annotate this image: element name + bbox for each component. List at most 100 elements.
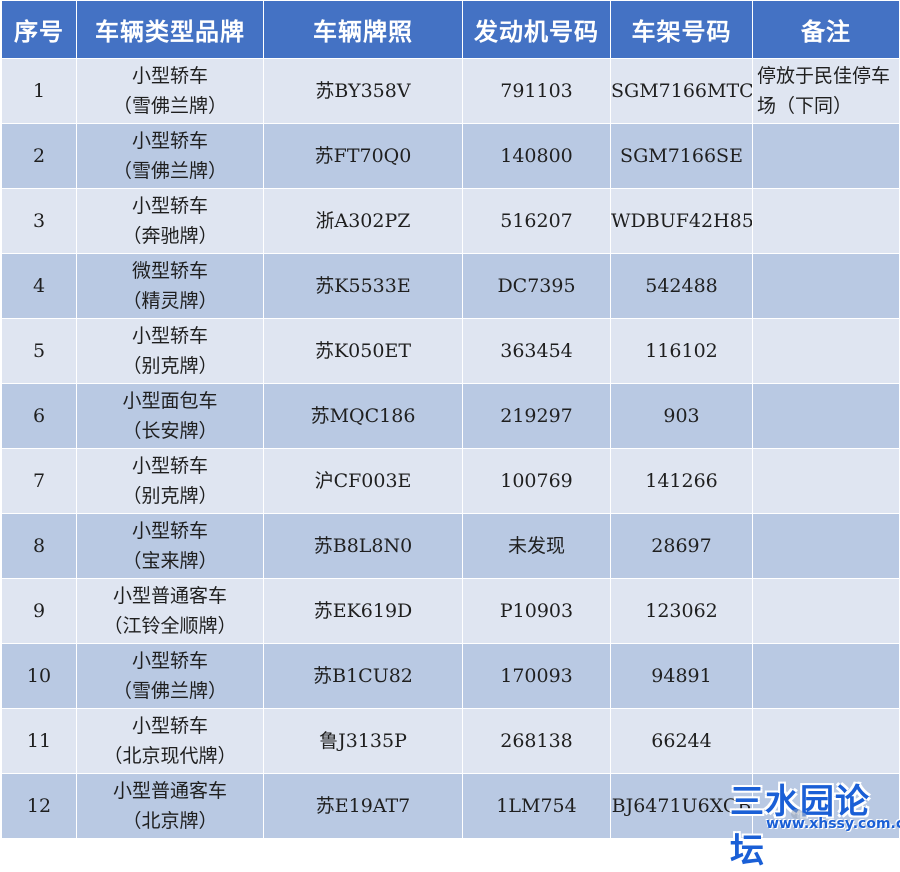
cell-note [752,708,900,774]
vehicle-type-text: 小型轿车 [131,195,208,217]
cell-frame: 28697 [610,513,753,579]
table-row: 10 小型轿车 （雪佛兰牌） 苏B1CU82 170093 94891 [1,643,900,709]
cell-plate: 鲁J3135P [263,708,463,774]
cell-plate: 苏B8L8N0 [263,513,463,579]
cell-engine: 100769 [462,448,611,514]
vehicle-brand-text: （北京现代牌） [103,745,237,767]
cell-serial: 9 [1,578,77,644]
header-vehicle-type: 车辆类型品牌 [76,0,264,59]
cell-serial: 6 [1,383,77,449]
cell-note [752,253,900,319]
cell-note [752,773,900,839]
cell-engine: 268138 [462,708,611,774]
cell-plate: 苏FT70Q0 [263,123,463,189]
table-body: 1 小型轿车 （雪佛兰牌） 苏BY358V 791103 SGM7166MTC 停放于民佳停… [1,58,900,839]
vehicle-type-text: 小型轿车 [131,650,208,672]
cell-serial: 5 [1,318,77,384]
header-plate: 车辆牌照 [263,0,463,59]
vehicle-type-text: 小型普通客车 [112,585,227,607]
vehicle-brand-text: （雪佛兰牌） [112,680,227,702]
cell-vehicle-type: 小型轿车 （雪佛兰牌） [76,58,264,124]
cell-frame: 141266 [610,448,753,514]
vehicle-type-text: 小型轿车 [131,715,208,737]
cell-plate: 浙A302PZ [263,188,463,254]
table-row: 1 小型轿车 （雪佛兰牌） 苏BY358V 791103 SGM7166MTC 停放于民佳停… [1,58,900,124]
cell-serial: 2 [1,123,77,189]
cell-note [752,578,900,644]
cell-vehicle-type: 小型轿车 （别克牌） [76,448,264,514]
vehicle-type-text: 小型轿车 [131,455,208,477]
table-row: 4 微型轿车 （精灵牌） 苏K5533E DC7395 542488 [1,253,900,319]
table-row: 3 小型轿车 （奔驰牌） 浙A302PZ 516207 WDBUF42H85A [1,188,900,254]
vehicle-brand-text: （雪佛兰牌） [112,160,227,182]
cell-plate: 苏K050ET [263,318,463,384]
table-row: 11 小型轿车 （北京现代牌） 鲁J3135P 268138 66244 [1,708,900,774]
vehicle-type-text: 小型轿车 [131,520,208,542]
cell-engine: 140800 [462,123,611,189]
cell-engine: 170093 [462,643,611,709]
cell-engine: 未发现 [462,513,611,579]
cell-serial: 4 [1,253,77,319]
vehicle-brand-text: （宝来牌） [122,550,218,572]
vehicle-brand-text: （奔驰牌） [122,225,218,247]
table-row: 9 小型普通客车 （江铃全顺牌） 苏EK619D P10903 123062 [1,578,900,644]
cell-frame: 542488 [610,253,753,319]
cell-frame: 94891 [610,643,753,709]
table-row: 6 小型面包车 （长安牌） 苏MQC186 219297 903 [1,383,900,449]
cell-frame: 903 [610,383,753,449]
cell-serial: 1 [1,58,77,124]
vehicle-brand-text: （别克牌） [122,485,218,507]
table-row: 7 小型轿车 （别克牌） 沪CF003E 100769 141266 [1,448,900,514]
cell-engine: 791103 [462,58,611,124]
cell-plate: 苏E19AT7 [263,773,463,839]
vehicle-type-text: 小型普通客车 [112,780,227,802]
cell-plate: 苏BY358V [263,58,463,124]
cell-frame: 123062 [610,578,753,644]
cell-note [752,643,900,709]
table-row: 8 小型轿车 （宝来牌） 苏B8L8N0 未发现 28697 [1,513,900,579]
cell-engine: 219297 [462,383,611,449]
cell-serial: 11 [1,708,77,774]
vehicle-type-text: 微型轿车 [131,260,208,282]
header-row: 序号 车辆类型品牌 车辆牌照 发动机号码 车架号码 备注 [1,0,900,59]
vehicle-brand-text: （江铃全顺牌） [103,615,237,637]
header-note: 备注 [752,0,900,59]
cell-note: 停放于民佳停车场（下同） [752,58,900,124]
cell-serial: 7 [1,448,77,514]
cell-serial: 3 [1,188,77,254]
cell-vehicle-type: 小型轿车 （雪佛兰牌） [76,123,264,189]
cell-engine: DC7395 [462,253,611,319]
cell-plate: 沪CF003E [263,448,463,514]
cell-vehicle-type: 小型轿车 （北京现代牌） [76,708,264,774]
table-row: 12 小型普通客车 （北京牌） 苏E19AT7 1LM754 BJ6471U6XCB [1,773,900,839]
cell-engine: 516207 [462,188,611,254]
cell-vehicle-type: 小型轿车 （宝来牌） [76,513,264,579]
table-row: 5 小型轿车 （别克牌） 苏K050ET 363454 116102 [1,318,900,384]
vehicle-brand-text: （长安牌） [122,420,218,442]
vehicle-type-text: 小型面包车 [122,390,218,412]
cell-frame: 116102 [610,318,753,384]
cell-vehicle-type: 小型轿车 （奔驰牌） [76,188,264,254]
vehicle-type-text: 小型轿车 [131,65,208,87]
cell-engine: P10903 [462,578,611,644]
cell-serial: 10 [1,643,77,709]
cell-vehicle-type: 小型面包车 （长安牌） [76,383,264,449]
vehicle-brand-text: （北京牌） [122,810,218,832]
vehicle-type-text: 小型轿车 [131,130,208,152]
cell-serial: 8 [1,513,77,579]
cell-frame: WDBUF42H85A [610,188,753,254]
cell-engine: 363454 [462,318,611,384]
vehicle-type-text: 小型轿车 [131,325,208,347]
vehicle-brand-text: （别克牌） [122,355,218,377]
vehicle-table: 序号 车辆类型品牌 车辆牌照 发动机号码 车架号码 备注 1 小型轿车 （雪佛兰牌）… [1,0,900,839]
cell-note [752,188,900,254]
cell-note [752,513,900,579]
cell-note [752,383,900,449]
cell-note [752,448,900,514]
header-serial: 序号 [1,0,77,59]
cell-vehicle-type: 微型轿车 （精灵牌） [76,253,264,319]
header-frame: 车架号码 [610,0,753,59]
table-row: 2 小型轿车 （雪佛兰牌） 苏FT70Q0 140800 SGM7166SE [1,123,900,189]
cell-plate: 苏MQC186 [263,383,463,449]
header-engine: 发动机号码 [462,0,611,59]
